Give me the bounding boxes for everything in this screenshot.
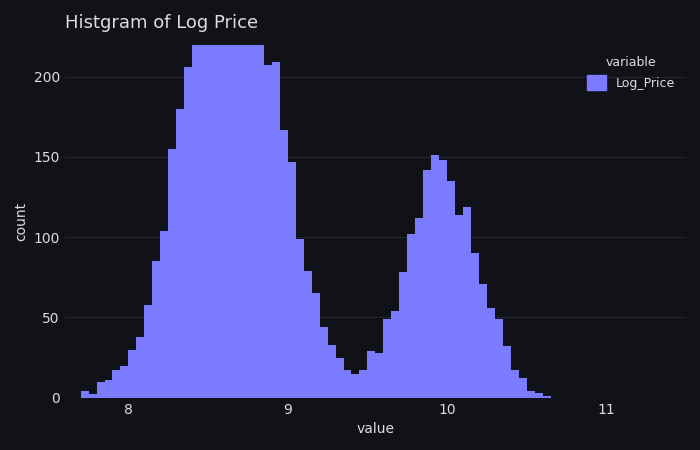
Bar [415,218,424,398]
Bar [128,350,136,398]
Bar [487,308,495,398]
Bar [295,239,304,398]
Bar [89,395,97,398]
Bar [160,231,168,398]
Bar [384,319,391,398]
Bar [240,0,248,398]
Bar [144,305,153,398]
Bar [153,261,160,398]
Bar [519,378,527,398]
Legend: Log_Price: Log_Price [582,51,680,95]
Bar [471,253,479,398]
Bar [104,380,113,398]
Bar [447,181,455,398]
Bar [256,24,264,398]
Bar [304,271,312,398]
Bar [224,0,232,398]
Bar [280,130,288,398]
Bar [407,234,415,398]
Bar [511,370,519,398]
Bar [136,337,144,398]
Bar [455,215,463,398]
Bar [360,370,368,398]
Bar [168,149,176,398]
Bar [288,162,295,398]
Bar [176,109,184,398]
Bar [264,65,272,398]
Bar [439,160,447,398]
Bar [351,374,360,398]
Bar [495,319,503,398]
Bar [399,273,407,398]
Bar [503,346,511,398]
Bar [272,62,280,398]
Bar [97,382,104,398]
Bar [344,370,351,398]
Bar [542,396,551,398]
Bar [49,396,57,398]
Bar [479,284,487,398]
Bar [80,391,89,398]
Bar [232,0,240,398]
Bar [320,327,328,398]
Bar [391,311,399,398]
Bar [527,391,535,398]
Bar [248,0,256,398]
Bar [375,353,384,398]
Bar [113,370,120,398]
Bar [431,155,439,398]
Bar [120,365,128,398]
Bar [200,0,208,398]
Bar [184,67,192,398]
Bar [335,358,344,398]
Bar [368,351,375,398]
Bar [208,0,216,398]
X-axis label: value: value [356,422,394,436]
Bar [328,345,335,398]
Bar [424,170,431,398]
Bar [312,293,320,398]
Bar [193,16,200,398]
Bar [463,207,471,398]
Bar [216,0,224,398]
Text: Histgram of Log Price: Histgram of Log Price [64,14,258,32]
Y-axis label: count: count [14,202,28,241]
Bar [535,393,542,398]
